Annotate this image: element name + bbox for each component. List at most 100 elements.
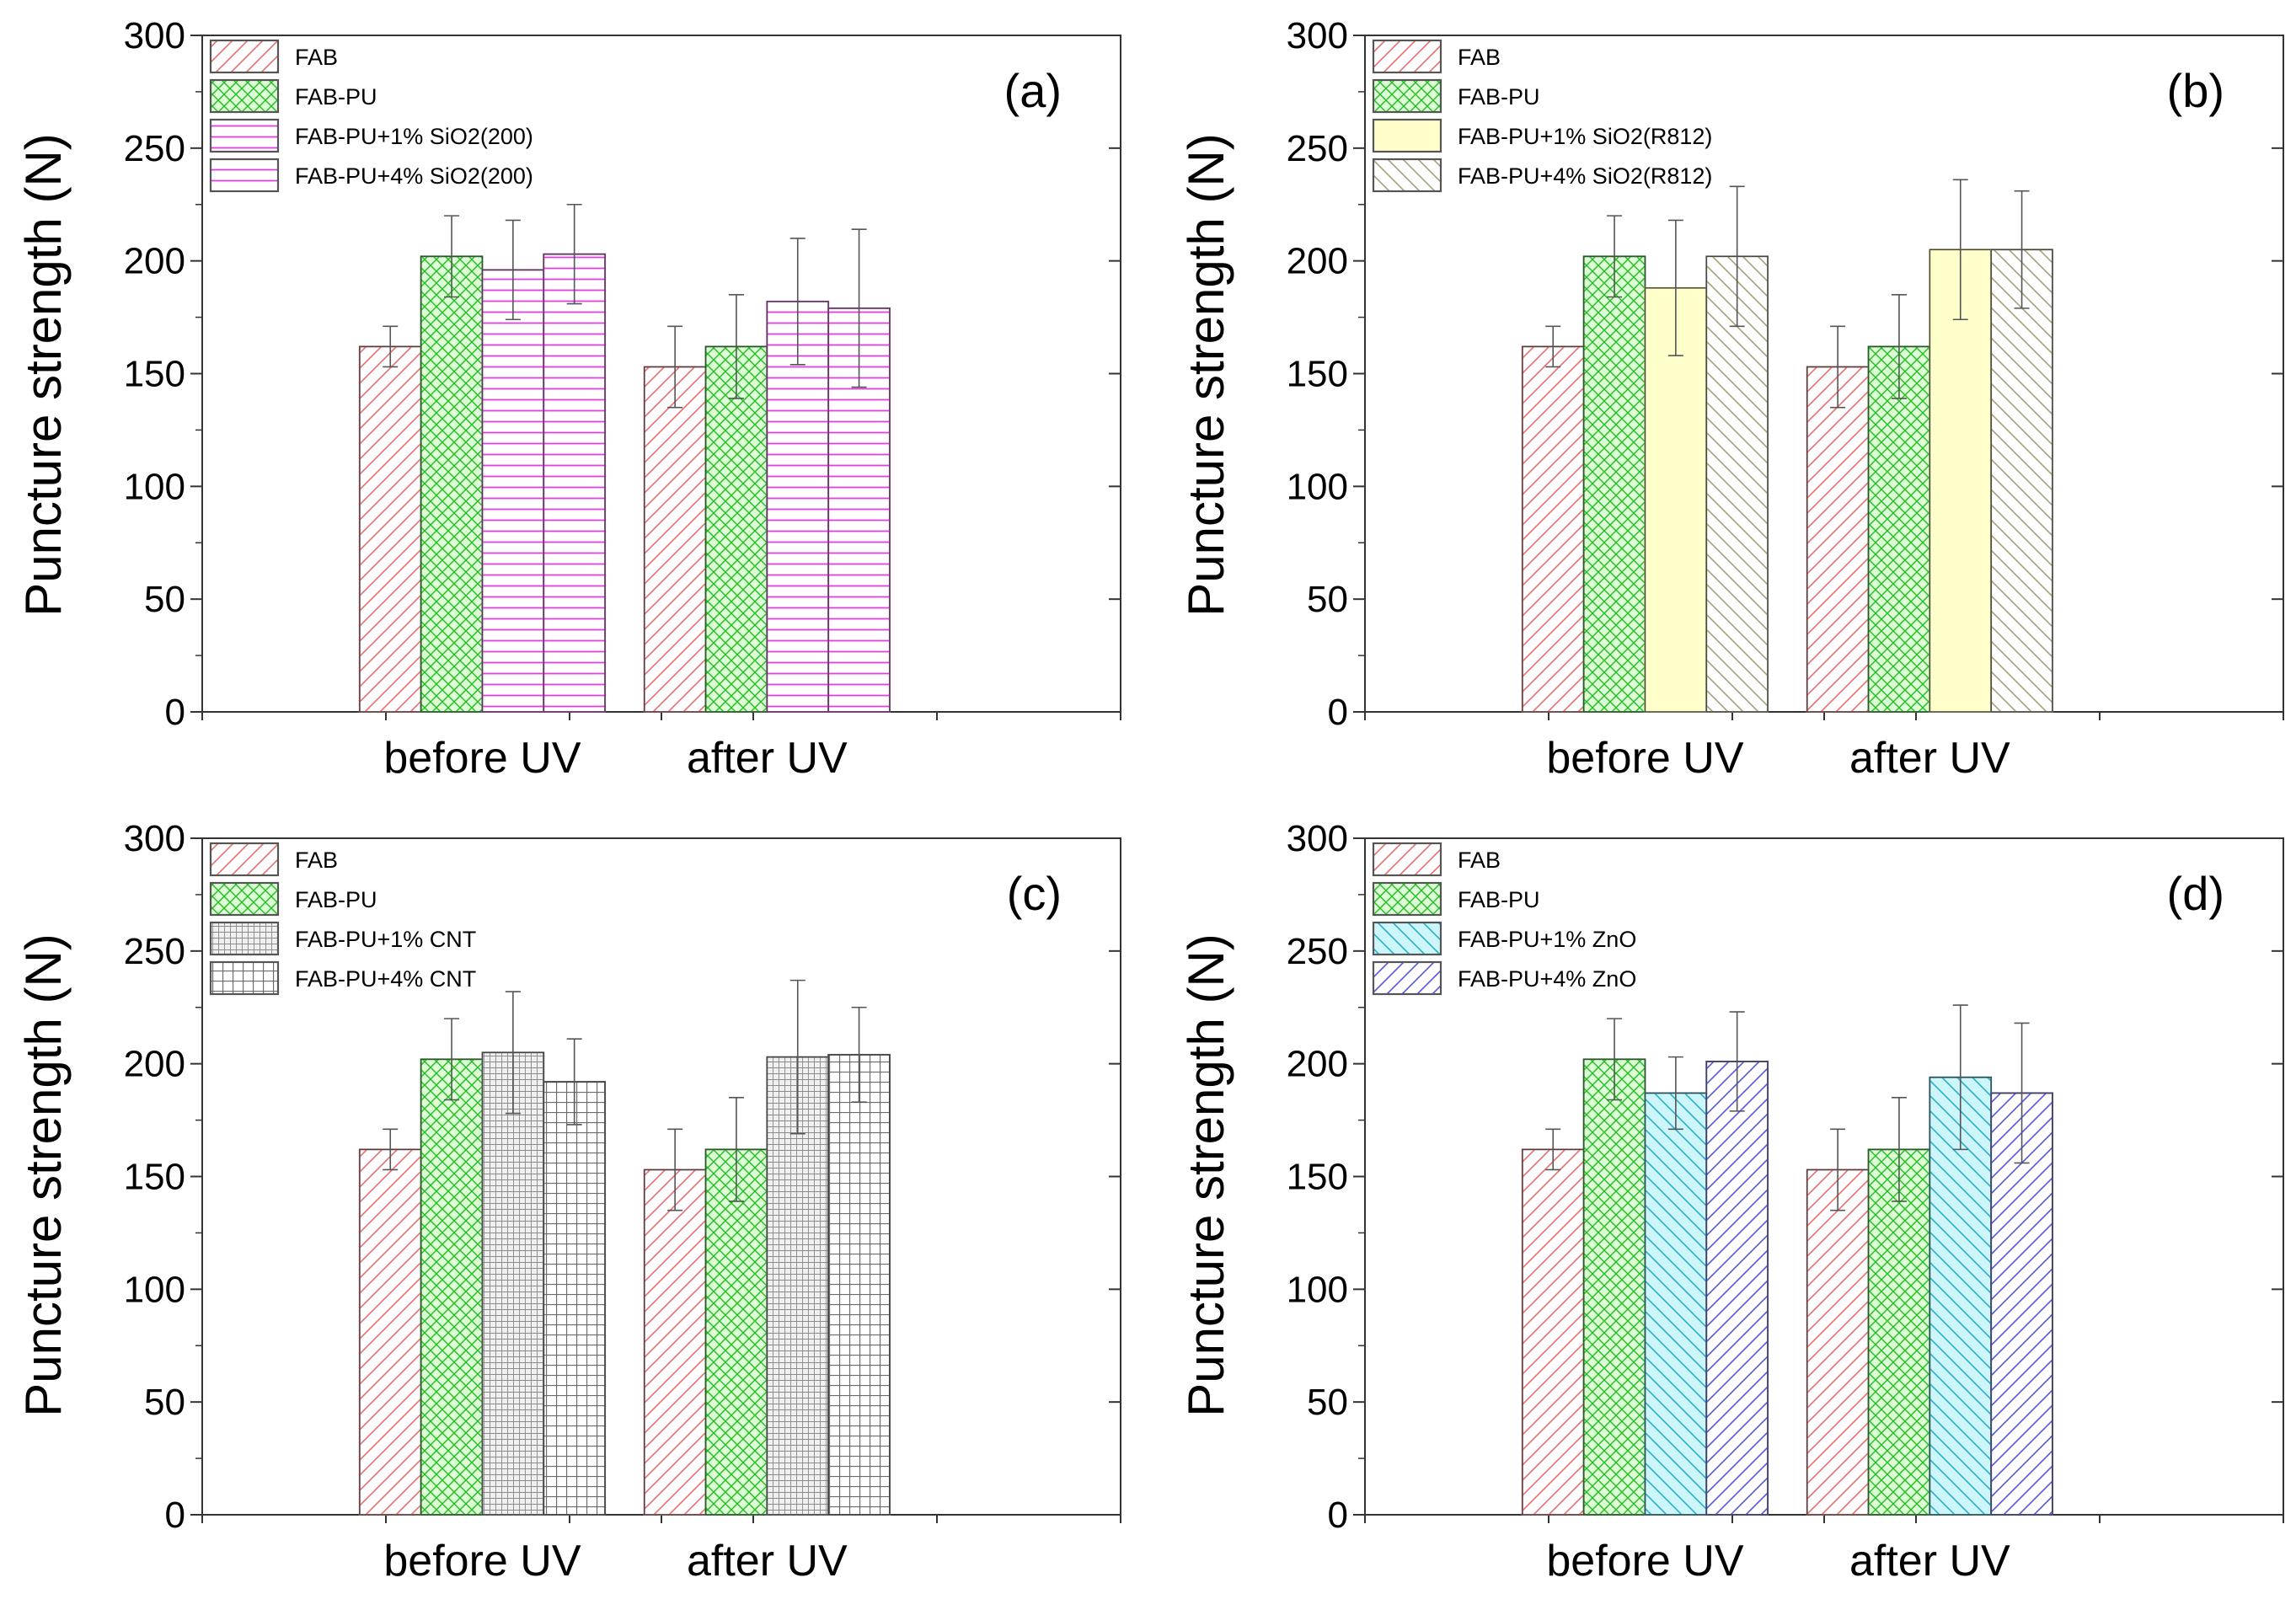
bar: [766, 300, 830, 713]
bar: [1867, 345, 1931, 713]
y-axis-title: Puncture strength (N): [1178, 133, 1234, 617]
legend-swatch: [1372, 118, 1442, 153]
y-tick-label: 100: [124, 466, 185, 507]
y-tick-label: 150: [124, 1157, 185, 1198]
legend-label: FAB: [1458, 45, 1501, 70]
panel-c: Puncture strength (N) 0 50 100 150 200 250 300…: [15, 818, 1121, 1586]
y-tick-label: 300: [1287, 818, 1348, 859]
y-tick-label: 0: [165, 1495, 185, 1536]
bar: [1990, 249, 2053, 713]
legend-swatch: [1372, 39, 1442, 74]
bar: [1521, 345, 1585, 713]
y-tick-label: 0: [1328, 692, 1348, 733]
y-tick-label: 100: [1287, 466, 1348, 507]
legend-label: FAB-PU+4% SiO2(200): [295, 163, 533, 189]
bar: [481, 1051, 545, 1516]
bar: [704, 345, 768, 713]
legend-label: FAB-PU+1% SiO2(200): [295, 124, 533, 149]
bar: [1705, 255, 1769, 713]
y-tick-label: 250: [1287, 128, 1348, 169]
legend-label: FAB: [295, 848, 338, 873]
y-tick-label: 300: [124, 818, 185, 859]
bar: [1644, 1092, 1708, 1516]
legend-swatch: [1372, 960, 1442, 996]
x-category-label: before UV: [383, 734, 581, 783]
legend-swatch: [1372, 881, 1442, 917]
legend-swatch: [1372, 158, 1442, 193]
legend-swatch: [1372, 842, 1442, 877]
y-tick-label: 250: [124, 931, 185, 972]
panel-d: Puncture strength (N) 0 50 100 150 200 250 300…: [1178, 818, 2284, 1586]
y-tick-label: 200: [1287, 1044, 1348, 1085]
y-tick-label: 150: [1287, 354, 1348, 395]
panel-b: Puncture strength (N) 0 50 100 150 200 250 300…: [1178, 15, 2284, 783]
y-tick-label: 150: [1287, 1157, 1348, 1198]
legend-swatch: [209, 158, 280, 193]
legend-swatch: [1372, 921, 1442, 956]
bar: [1705, 1060, 1769, 1516]
legend-label: FAB-PU: [1458, 84, 1540, 110]
bar: [420, 1058, 484, 1516]
bar: [1867, 1148, 1931, 1516]
legend-swatch: [1372, 78, 1442, 114]
legend-label: FAB: [295, 45, 338, 70]
legend-label: FAB-PU+4% CNT: [295, 966, 476, 992]
y-axis-title: Puncture strength (N): [15, 133, 72, 617]
y-tick-label: 250: [1287, 931, 1348, 972]
legend-label: FAB-PU: [295, 887, 377, 912]
y-tick-label: 200: [124, 241, 185, 282]
panel-label: (d): [2167, 867, 2224, 920]
y-tick-label: 300: [124, 15, 185, 56]
panel-label: (b): [2167, 64, 2224, 117]
legend-label: FAB-PU+4% ZnO: [1458, 966, 1636, 992]
legend-label: FAB-PU+1% ZnO: [1458, 927, 1636, 952]
legend-label: FAB: [1458, 848, 1501, 873]
y-tick-label: 50: [1307, 579, 1348, 620]
bar: [704, 1148, 768, 1516]
legend-swatch: [209, 78, 280, 114]
y-tick-label: 150: [124, 354, 185, 395]
x-category-label: after UV: [687, 734, 848, 783]
x-category-label: after UV: [687, 1537, 848, 1586]
x-category-label: after UV: [1849, 734, 2010, 783]
legend-swatch: [209, 842, 280, 877]
x-category-label: before UV: [1546, 1537, 1743, 1586]
y-tick-label: 100: [124, 1269, 185, 1310]
legend-label: FAB-PU: [295, 84, 377, 110]
bar: [358, 1148, 422, 1516]
panel-label: (c): [1007, 867, 1062, 920]
y-tick-label: 0: [1328, 1495, 1348, 1536]
legend-swatch: [209, 118, 280, 153]
bar: [358, 345, 422, 713]
x-category-label: before UV: [1546, 734, 1743, 783]
y-tick-label: 50: [1307, 1382, 1348, 1423]
y-tick-label: 100: [1287, 1269, 1348, 1310]
bar: [481, 269, 545, 713]
bar: [1582, 255, 1646, 713]
panel-label: (a): [1004, 64, 1062, 117]
bar: [827, 1053, 891, 1516]
bar: [643, 1168, 707, 1516]
y-tick-label: 250: [124, 128, 185, 169]
bar: [1806, 366, 1870, 713]
y-tick-label: 0: [165, 692, 185, 733]
legend-swatch: [209, 960, 280, 996]
legend-swatch: [209, 921, 280, 956]
y-tick-label: 200: [1287, 241, 1348, 282]
bar: [643, 366, 707, 713]
legend-swatch: [209, 881, 280, 917]
bar: [543, 1081, 607, 1516]
y-tick-label: 300: [1287, 15, 1348, 56]
legend-label: FAB-PU+1% SiO2(R812): [1458, 124, 1712, 149]
x-category-label: after UV: [1849, 1537, 2010, 1586]
y-tick-label: 50: [144, 1382, 185, 1423]
panel-a: Puncture strength (N) 0 50 100 150 200 250 300…: [15, 15, 1121, 783]
bar: [1521, 1148, 1585, 1516]
bar: [543, 253, 607, 713]
legend-label: FAB-PU+4% SiO2(R812): [1458, 163, 1712, 189]
y-axis-title: Puncture strength (N): [1178, 933, 1234, 1417]
x-category-label: before UV: [383, 1537, 581, 1586]
bar: [420, 255, 484, 713]
y-axis-title: Puncture strength (N): [15, 933, 72, 1417]
